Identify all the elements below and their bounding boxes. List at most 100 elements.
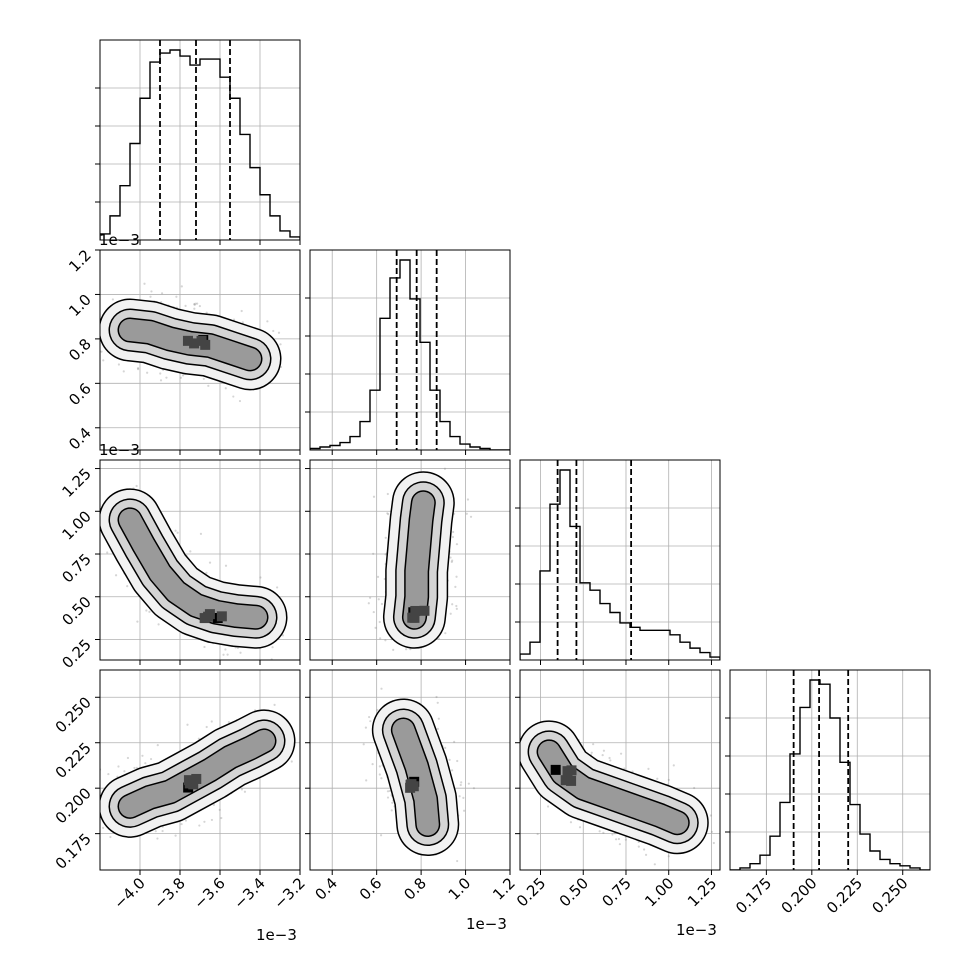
sample-point-dens1-3-146 — [386, 796, 390, 799]
sample-point-dens0-3-453 — [126, 756, 130, 760]
tick-label-y-dens0-1-2: 0.8 — [65, 335, 95, 365]
density-cell-dens2-3-0 — [550, 764, 561, 775]
histogram-bar-hist2-15 — [670, 635, 680, 660]
sample-point-dens0-1-416 — [180, 285, 183, 288]
sample-point-dens0-3-416 — [144, 762, 147, 765]
sample-point-dens0-2-283 — [224, 564, 228, 567]
sample-point-dens1-2-505 — [372, 495, 376, 498]
sample-point-dens0-2-138 — [106, 551, 109, 554]
histogram-step-hist0 — [100, 49, 300, 240]
sample-point-dens1-3-215 — [472, 787, 476, 790]
sample-point-dens2-3-93 — [710, 830, 713, 833]
sample-point-dens1-3-185 — [451, 769, 454, 772]
sample-point-dens0-2-110 — [92, 516, 94, 518]
histogram-bar-hist1-7 — [380, 318, 390, 450]
tick-label-y-dens0-3-3: 0.250 — [52, 693, 95, 736]
panel-border-dens0-1 — [99, 249, 301, 451]
sample-point-dens1-2-218 — [465, 512, 468, 515]
histogram-bar-hist1-10 — [410, 299, 420, 450]
sample-point-dens0-1-262 — [195, 302, 199, 305]
histogram-bar-hist0-13 — [230, 98, 240, 240]
sample-point-dens0-3-281 — [161, 829, 164, 833]
sample-point-dens1-2-222 — [409, 648, 412, 651]
sample-point-dens2-3-61 — [536, 832, 539, 836]
density-dens0-3 — [100, 703, 296, 840]
panel-hist0 — [95, 39, 301, 245]
histogram-bar-hist2-16 — [680, 642, 690, 660]
tick-label-y-dens0-2-0: 0.25 — [58, 636, 94, 672]
sample-point-dens1-2-515 — [384, 536, 387, 539]
sample-point-dens0-1-531 — [159, 379, 163, 382]
tick-label-x-dens1-3-3: 1.0 — [445, 874, 475, 904]
tick-label-x-dens2-3-1: 0.50 — [556, 874, 592, 910]
sample-point-dens1-3-365 — [380, 687, 383, 690]
density-cell-dens0-1-3 — [189, 338, 200, 349]
sample-point-dens0-3-260 — [205, 725, 208, 729]
sample-point-dens0-1-66 — [143, 282, 146, 285]
sample-point-dens0-1-35 — [205, 311, 208, 314]
sample-point-dens1-3-388 — [467, 782, 470, 785]
sample-point-dens1-2-426 — [451, 559, 454, 562]
histogram-bar-hist0-12 — [220, 77, 230, 240]
sample-point-dens1-2-75 — [454, 585, 457, 589]
sample-point-dens0-1-279 — [122, 370, 125, 373]
sample-point-dens2-3-580 — [617, 837, 620, 841]
offset-text-diag0: 1e−3 — [99, 231, 140, 249]
sample-point-dens1-3-324 — [437, 717, 440, 720]
sample-point-dens1-2-143 — [372, 610, 375, 614]
sample-point-dens0-2-203 — [114, 574, 118, 577]
tick-label-x-dens1-3-2: 0.8 — [400, 874, 430, 904]
sample-point-dens0-1-157 — [238, 399, 242, 403]
sample-point-dens1-2-603 — [386, 492, 389, 496]
sample-point-dens2-3-515 — [592, 743, 595, 746]
histogram-bar-hist0-7 — [170, 50, 180, 240]
histogram-bar-hist0-4 — [140, 98, 150, 240]
sample-point-dens0-1-141 — [102, 359, 105, 362]
sample-point-dens1-3-469 — [365, 779, 368, 782]
sample-point-dens1-2-78 — [437, 637, 441, 640]
density-cell-dens0-3-4 — [191, 773, 202, 784]
histogram-bar-hist0-10 — [200, 59, 210, 240]
sample-point-dens0-3-345 — [154, 830, 157, 833]
tick-label-x-hist3-0: 0.175 — [732, 874, 775, 917]
histogram-bar-hist1-5 — [360, 422, 370, 450]
sample-point-dens0-1-568 — [160, 292, 164, 295]
sample-point-dens1-2-567 — [392, 648, 395, 651]
sample-point-dens0-1-432 — [202, 377, 205, 380]
histogram-bar-hist2-4 — [560, 470, 570, 660]
sample-point-dens2-3-567 — [644, 853, 648, 856]
histogram-step-hist3 — [730, 679, 930, 870]
sample-point-dens0-1-307 — [146, 371, 149, 374]
histogram-bar-hist2-13 — [650, 630, 660, 660]
density-dens0-1 — [100, 282, 283, 403]
sample-point-dens0-1-174 — [100, 350, 103, 353]
sample-point-dens1-3-472 — [435, 695, 438, 699]
histogram-hist1 — [310, 250, 510, 450]
sample-point-dens1-2-267 — [367, 602, 370, 605]
offset-text-x0: 1e−3 — [256, 926, 297, 944]
sample-point-dens1-3-183 — [362, 743, 365, 746]
sample-point-dens0-2-250 — [222, 653, 225, 656]
histogram-bar-hist1-15 — [460, 444, 470, 450]
sample-point-dens0-3-6 — [107, 772, 110, 776]
sample-point-dens2-3-349 — [611, 833, 614, 836]
sample-point-dens1-3-154 — [448, 758, 451, 761]
panel-hist1 — [305, 249, 511, 455]
sample-point-dens0-2-423 — [199, 532, 203, 535]
sample-point-dens0-2-295 — [224, 648, 227, 651]
density-cell-dens2-3-3 — [566, 775, 577, 786]
sample-point-dens1-2-564 — [455, 604, 458, 608]
tick-label-y-dens0-3-1: 0.200 — [52, 784, 95, 827]
histogram-bar-hist3-6 — [790, 754, 800, 870]
sample-point-dens1-3-219 — [378, 773, 381, 776]
sample-point-dens0-3-224 — [174, 834, 177, 837]
sample-point-dens1-3-443 — [436, 701, 439, 704]
sample-point-dens0-2-520 — [208, 561, 212, 564]
sample-point-dens0-1-129 — [272, 329, 275, 333]
sample-point-dens0-2-602 — [259, 576, 262, 579]
density-dens0-2 — [92, 484, 288, 660]
sample-point-dens0-2-448 — [203, 645, 206, 649]
sample-point-dens1-3-147 — [378, 765, 381, 768]
sample-point-dens0-3-504 — [290, 760, 293, 763]
